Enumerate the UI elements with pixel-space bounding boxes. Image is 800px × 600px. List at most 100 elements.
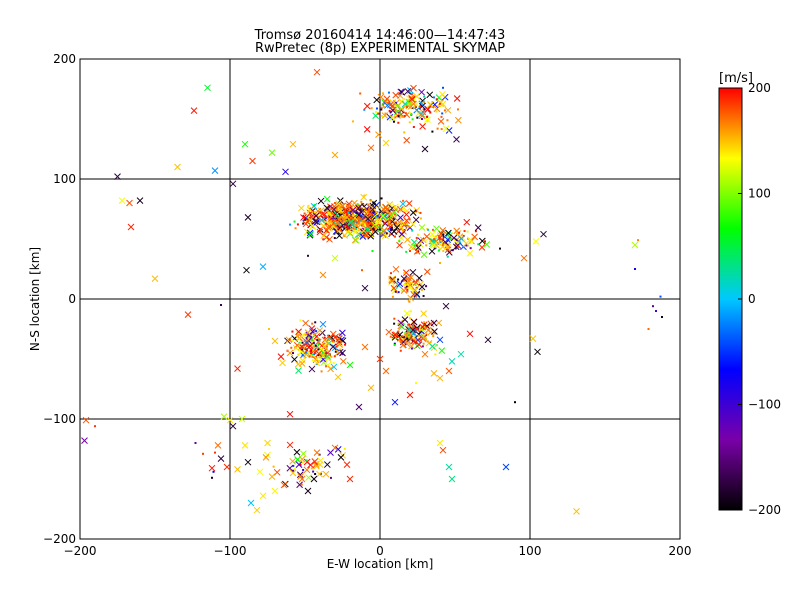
dot-marker <box>301 341 304 344</box>
cross-marker <box>327 449 334 456</box>
cross-marker <box>413 92 421 100</box>
cross-marker <box>262 454 270 461</box>
cross-marker <box>234 365 241 372</box>
cross-marker <box>398 88 406 96</box>
dot-marker <box>425 285 428 288</box>
dot-marker <box>405 250 408 253</box>
dot-marker <box>406 288 409 291</box>
dot-marker <box>397 291 400 294</box>
cross-marker <box>249 157 256 165</box>
cross-marker <box>439 90 446 98</box>
cross-marker <box>340 215 347 223</box>
cross-marker <box>330 363 338 371</box>
dot-marker <box>313 346 316 349</box>
cross-marker <box>280 481 288 489</box>
dot-marker <box>647 328 650 330</box>
cross-marker <box>448 475 456 483</box>
dot-marker <box>397 278 400 281</box>
dot-marker <box>374 216 377 219</box>
cross-marker <box>454 116 462 124</box>
dot-marker <box>361 269 363 272</box>
dot-marker <box>327 217 330 220</box>
dot-marker <box>414 283 417 286</box>
cross-marker <box>439 227 447 234</box>
cross-marker <box>286 349 294 357</box>
dot-marker <box>310 339 313 342</box>
dot-marker <box>409 310 412 313</box>
data-points <box>81 68 663 515</box>
cross-marker <box>395 282 403 289</box>
x-tick-label: −100 <box>214 544 247 558</box>
dot-marker <box>364 221 366 224</box>
dot-marker <box>333 213 336 216</box>
cross-marker <box>405 200 413 207</box>
dot-marker <box>342 223 345 226</box>
dot-marker <box>364 235 367 238</box>
dot-marker <box>357 229 360 232</box>
dot-marker <box>299 319 302 322</box>
colorbar-tick-label: 100 <box>748 187 771 201</box>
dot-marker <box>342 222 345 225</box>
cross-marker <box>339 349 346 357</box>
cross-marker <box>223 463 231 471</box>
cross-marker <box>438 347 446 354</box>
cross-marker <box>330 206 338 213</box>
cross-marker <box>298 204 305 212</box>
cross-marker <box>316 461 324 468</box>
cross-marker <box>226 416 234 424</box>
cross-marker <box>376 218 383 226</box>
dot-marker <box>437 249 440 252</box>
dot-marker <box>292 464 295 467</box>
dot-marker <box>296 223 299 226</box>
cross-marker <box>484 336 492 344</box>
cross-marker <box>286 464 294 472</box>
cross-marker <box>214 442 222 449</box>
cross-marker <box>392 91 400 99</box>
dot-marker <box>431 130 434 133</box>
dot-marker <box>312 470 315 473</box>
cross-marker <box>439 100 447 108</box>
dot-marker <box>339 205 342 208</box>
dot-marker <box>293 468 296 471</box>
cross-marker <box>403 211 410 218</box>
dot-marker <box>416 233 419 236</box>
cross-marker <box>396 241 403 249</box>
cross-marker <box>407 243 415 251</box>
dot-marker <box>309 354 312 357</box>
chart-subtitle: RwPretec (8p) EXPERIMENTAL SKYMAP <box>255 41 505 56</box>
dot-marker <box>394 235 396 238</box>
dot-marker <box>363 223 366 226</box>
cross-marker <box>313 462 320 470</box>
dot-marker <box>352 213 355 216</box>
cross-marker <box>379 212 387 220</box>
dot-marker <box>380 225 383 228</box>
cross-marker <box>336 224 344 232</box>
cross-marker <box>406 98 414 106</box>
dot-marker <box>463 230 466 233</box>
dot-marker <box>376 214 379 217</box>
dot-marker <box>334 211 337 214</box>
dot-marker <box>392 120 395 123</box>
dot-marker <box>388 219 391 222</box>
cross-marker <box>334 373 342 381</box>
dot-marker <box>348 209 351 212</box>
dot-marker <box>329 225 332 228</box>
cross-marker <box>336 341 343 348</box>
dot-marker <box>448 246 451 249</box>
dot-marker <box>484 240 486 243</box>
cross-marker <box>322 470 330 478</box>
cross-marker <box>323 204 331 212</box>
cross-marker <box>410 100 417 108</box>
dot-marker <box>305 351 308 354</box>
cross-marker <box>352 236 360 244</box>
cross-marker <box>439 243 447 251</box>
cross-marker <box>409 220 417 228</box>
dot-marker <box>298 341 301 344</box>
cross-marker <box>211 167 219 174</box>
cross-marker <box>244 214 252 221</box>
dot-marker <box>388 208 391 211</box>
dot-marker <box>417 250 420 253</box>
cross-marker <box>375 131 382 138</box>
y-tick-label: −200 <box>43 532 76 546</box>
dot-marker <box>372 210 375 213</box>
